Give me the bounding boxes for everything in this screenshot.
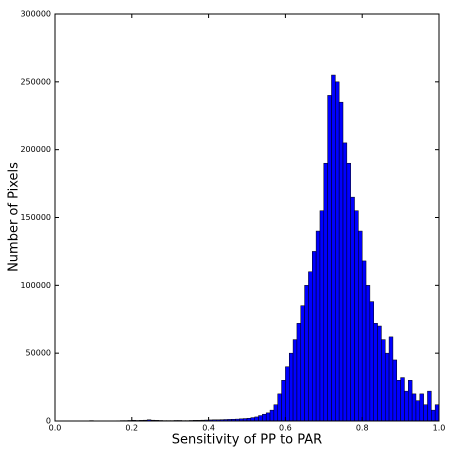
bar <box>427 390 432 422</box>
bar <box>288 352 294 422</box>
x-axis-label: Sensitivity of PP to PAR <box>172 433 322 448</box>
bar <box>296 323 302 422</box>
x-tick-label: 0.4 <box>202 424 215 433</box>
bar <box>265 412 271 422</box>
bar <box>250 417 255 422</box>
bar <box>373 323 378 422</box>
y-tick-label: 250000 <box>20 77 51 86</box>
bar <box>388 336 394 422</box>
bar <box>396 380 401 422</box>
bar <box>327 95 332 422</box>
x-tick-label: 0.6 <box>279 424 292 433</box>
bar <box>419 393 424 422</box>
y-tick-label: 200000 <box>20 145 51 154</box>
x-tick-label: 0.2 <box>125 424 138 433</box>
bar <box>331 74 336 422</box>
bar <box>254 416 259 422</box>
bar <box>258 415 263 422</box>
y-tick-label: 300000 <box>20 10 51 19</box>
bar <box>273 404 278 422</box>
y-axis-label: Number of Pixels <box>7 162 22 272</box>
bar <box>300 305 305 422</box>
bar <box>392 359 398 422</box>
bar <box>381 339 386 422</box>
bar <box>346 162 351 422</box>
bar <box>335 81 340 422</box>
bar <box>315 230 321 422</box>
x-tick-label: 1.0 <box>433 424 446 433</box>
x-tick-label: 0.8 <box>356 424 369 433</box>
bar <box>408 380 413 422</box>
bar <box>292 339 298 422</box>
bar <box>354 210 359 422</box>
bar <box>312 251 317 422</box>
bar <box>342 142 348 422</box>
x-tick-label: 0.0 <box>49 424 62 433</box>
bar <box>262 413 267 422</box>
bar <box>404 390 409 422</box>
y-tick-label: 100000 <box>20 281 51 290</box>
y-tick-label: 50000 <box>26 349 51 358</box>
bar <box>304 285 309 422</box>
bar <box>350 196 355 422</box>
bar <box>377 325 382 422</box>
bar <box>277 393 282 422</box>
bar <box>281 380 286 422</box>
bar <box>384 352 390 422</box>
bar <box>323 162 328 422</box>
bar <box>431 409 436 422</box>
y-tick-label: 0 <box>46 417 51 426</box>
bar <box>415 400 421 422</box>
bar <box>411 393 417 422</box>
bar <box>308 271 313 422</box>
bar <box>285 366 290 422</box>
bar <box>358 230 363 422</box>
bar <box>269 409 275 422</box>
y-tick-label: 150000 <box>20 213 51 222</box>
bar <box>365 285 371 422</box>
bar <box>319 210 325 422</box>
bar <box>423 404 428 422</box>
bar <box>434 404 440 422</box>
bar <box>338 101 344 422</box>
bar <box>361 260 367 422</box>
bar <box>369 301 374 422</box>
bar <box>400 377 405 422</box>
